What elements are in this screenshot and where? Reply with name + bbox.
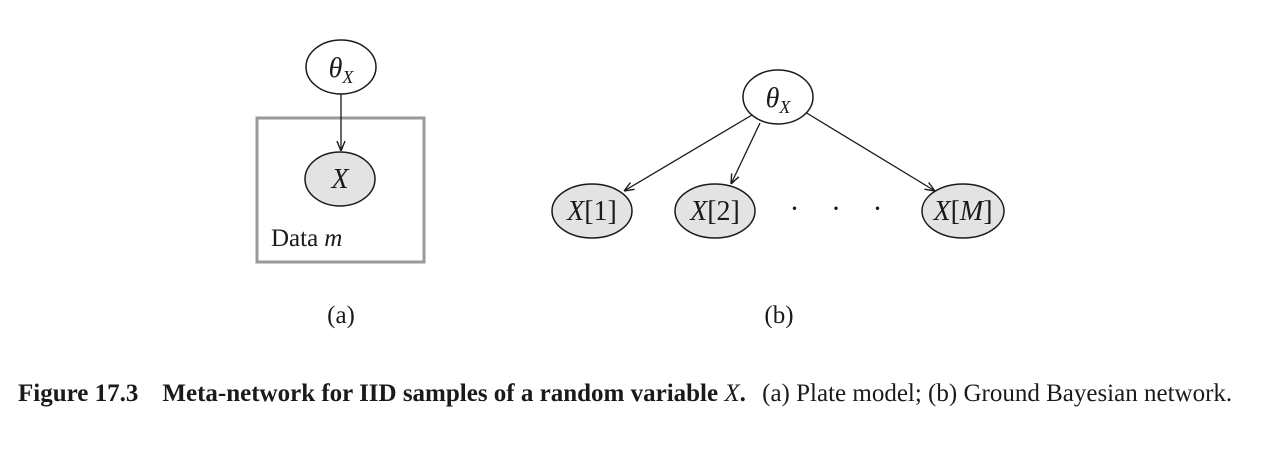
panel-a: θX X Data m (a) [255, 39, 426, 329]
svg-text:X[2]: X[2] [689, 196, 740, 227]
sub-caption-b: (b) [764, 302, 793, 329]
title-variable: X [724, 380, 740, 407]
svg-text:θX: θX [329, 53, 355, 87]
svg-text:θX: θX [766, 83, 792, 117]
figure-description: (a) Plate model; (b) Ground Bayesian net… [762, 380, 1233, 407]
svg-text:X[1]: X[1] [566, 196, 617, 227]
x-node-index: 2 [717, 196, 731, 227]
figure-label: Figure 17.3 [18, 380, 139, 407]
figure-diagram: θX X Data m (a) θX X[1] [255, 39, 1005, 329]
figure-title: Meta-network for IID samples of a random… [162, 380, 746, 407]
theta-subscript: X [341, 67, 354, 87]
edge-theta-to-x2 [731, 122, 761, 184]
svg-text:X[M]: X[M] [932, 196, 992, 227]
ellipsis: · · · [790, 192, 895, 225]
sub-caption-a: (a) [327, 302, 355, 329]
x-node-1: X[1] [551, 183, 633, 239]
x-node-a: X [304, 151, 376, 207]
edge-theta-to-x1 [624, 114, 753, 191]
theta-node-b: θX [742, 69, 814, 125]
x-node-index: M [959, 196, 985, 227]
theta-symbol: θ [766, 83, 780, 114]
edge-theta-to-xm [804, 111, 935, 191]
x-node-label: X [330, 164, 349, 195]
plate-index: m [324, 225, 342, 252]
x-node-2: X[2] [674, 183, 756, 239]
panel-b: θX X[1] X[2] · · · X[M] (b) [551, 69, 1005, 329]
x-node-index: 1 [594, 196, 608, 227]
x-node-m: X[M] [921, 183, 1005, 239]
figure-caption: Figure 17.3 Meta-network for IID samples … [18, 376, 1242, 412]
plate-label: Data m [271, 225, 342, 252]
theta-node-a: θX [305, 39, 377, 95]
theta-symbol: θ [329, 53, 343, 84]
theta-subscript: X [778, 97, 791, 117]
